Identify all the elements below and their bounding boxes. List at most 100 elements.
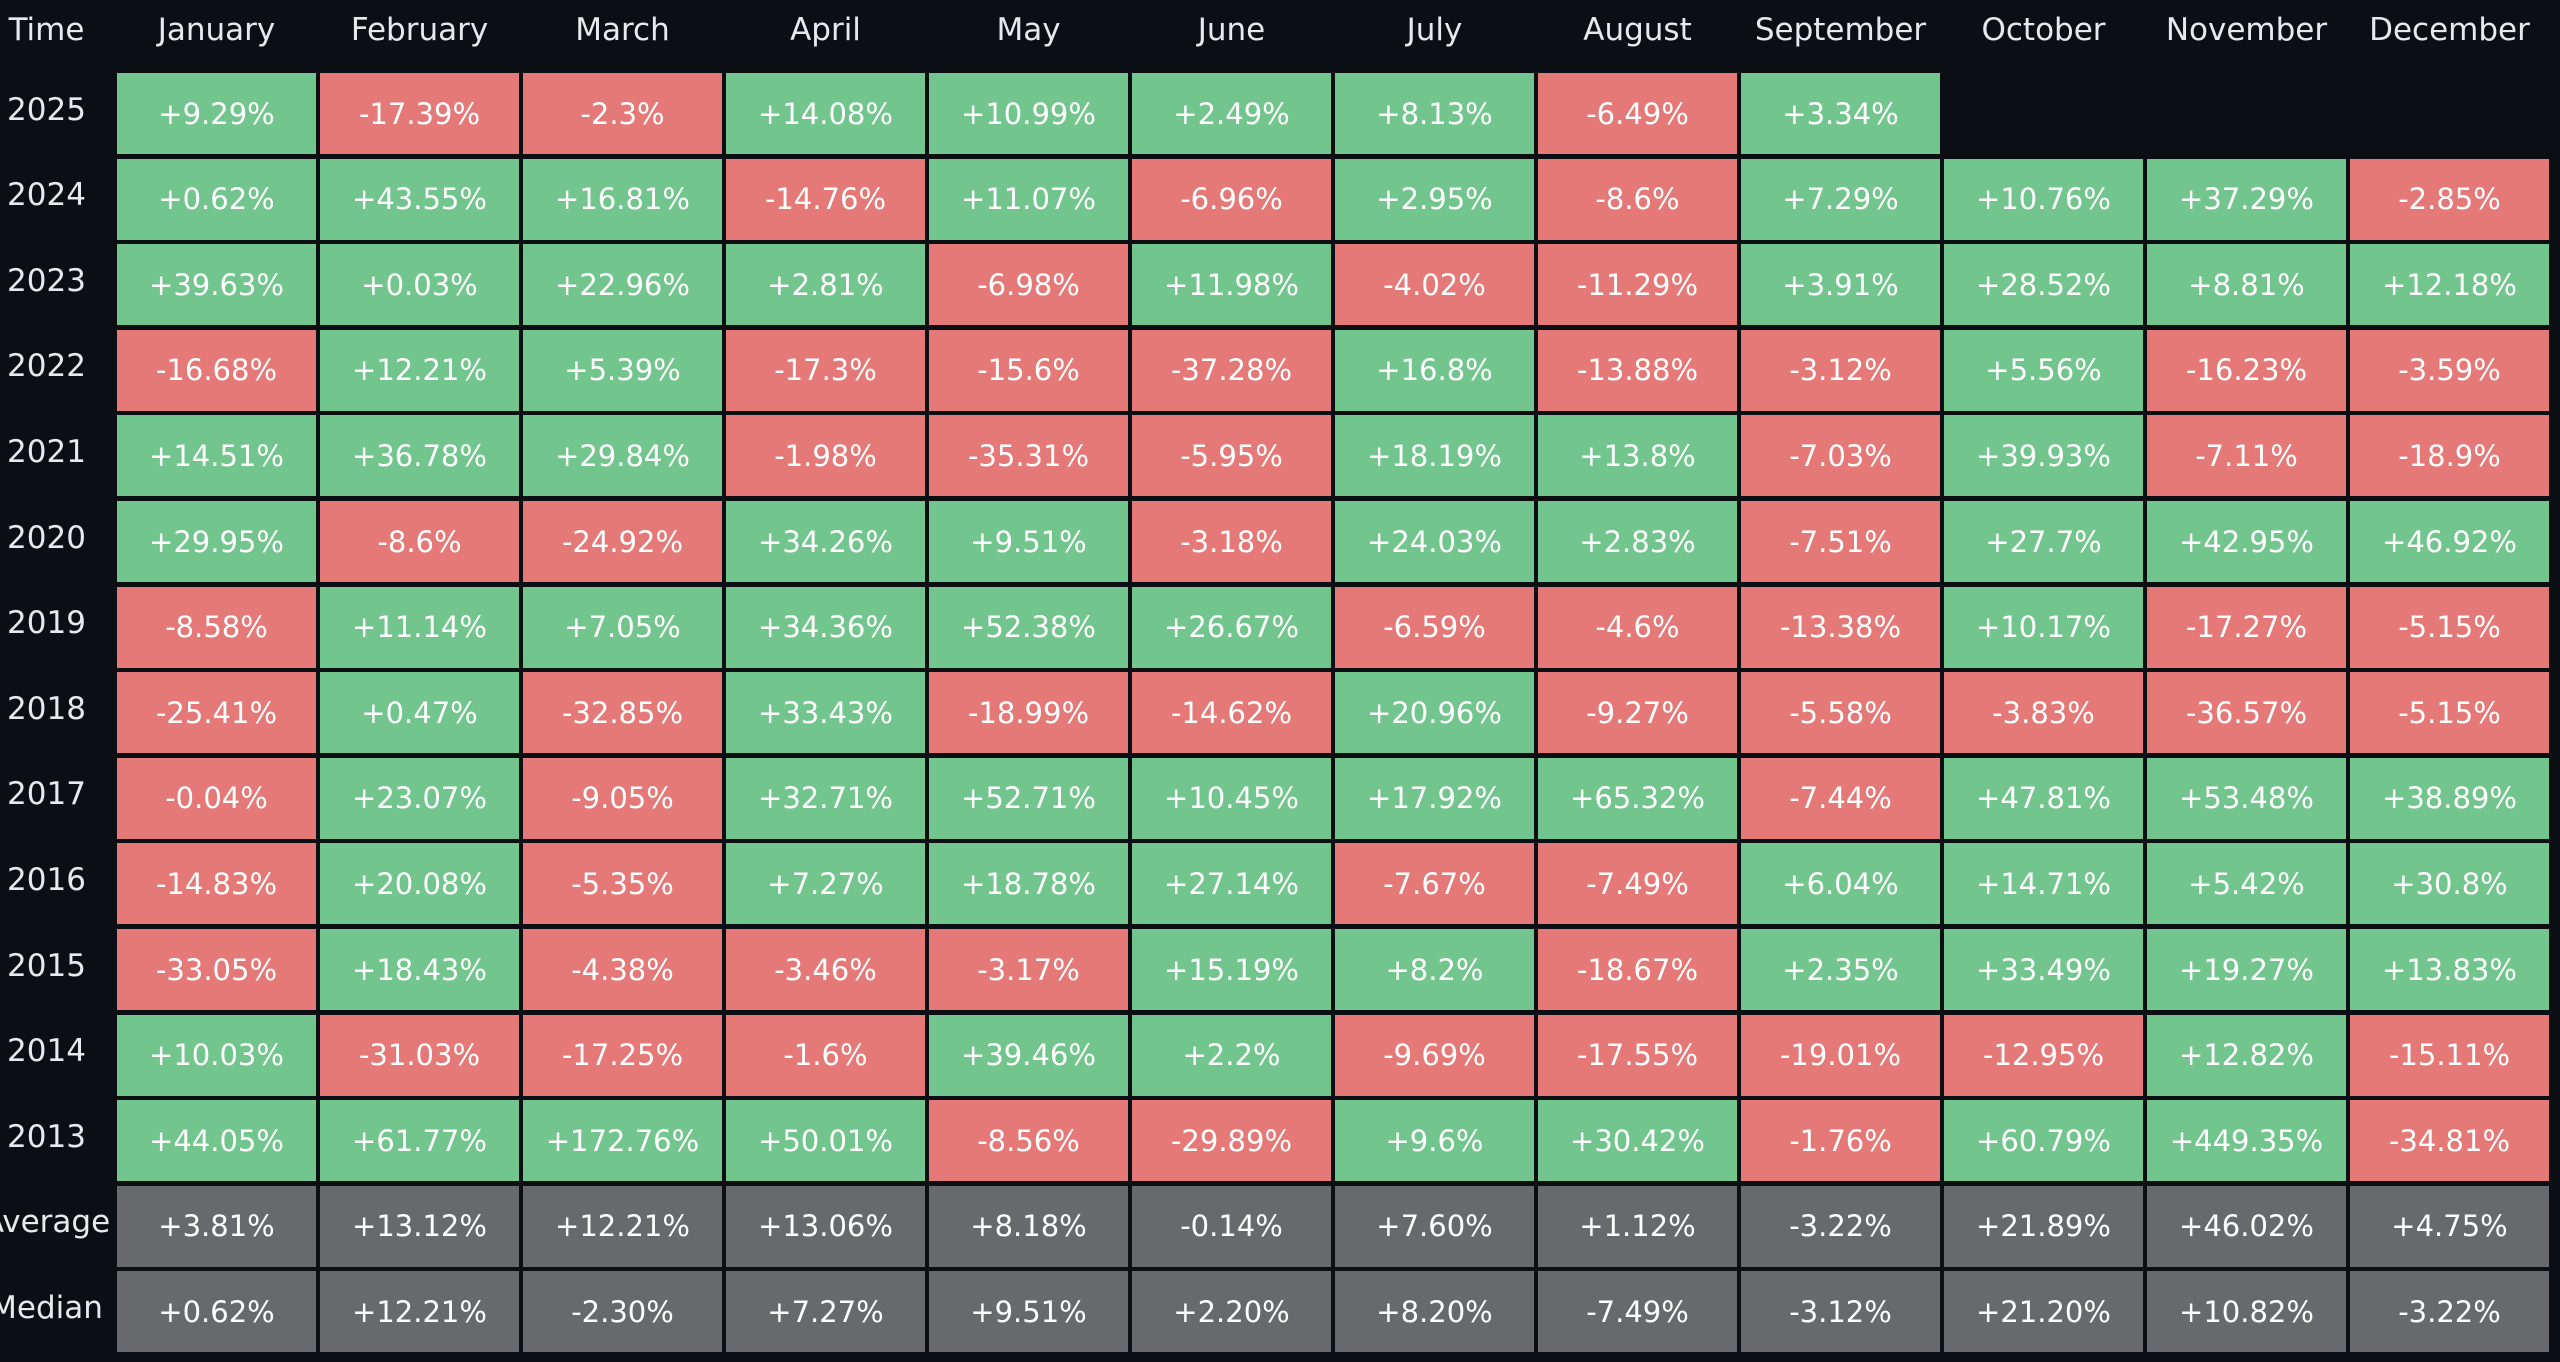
- return-cell: +5.56%: [1944, 329, 2143, 411]
- summary-cell: +13.06%: [726, 1185, 925, 1267]
- summary-cell: +7.27%: [726, 1271, 925, 1353]
- column-header-december: December: [2369, 12, 2530, 48]
- return-cell: +0.03%: [320, 244, 519, 326]
- return-cell: +10.17%: [1944, 586, 2143, 668]
- row-label-2019: 2019: [7, 605, 86, 642]
- summary-cell: +8.18%: [929, 1185, 1128, 1267]
- return-cell: +16.81%: [523, 158, 722, 240]
- summary-cell: -3.22%: [2350, 1271, 2549, 1353]
- column-header-january: January: [157, 12, 276, 48]
- return-cell: +13.8%: [1538, 415, 1737, 497]
- return-cell: +50.01%: [726, 1100, 925, 1182]
- return-cell: +52.71%: [929, 757, 1128, 839]
- return-cell: +12.18%: [2350, 244, 2549, 326]
- return-cell: +14.08%: [726, 73, 925, 154]
- return-cell: +19.27%: [2147, 929, 2346, 1010]
- return-cell: +20.08%: [320, 843, 519, 925]
- summary-cell: +10.82%: [2147, 1271, 2346, 1353]
- return-cell: +449.35%: [2147, 1100, 2346, 1182]
- return-cell: +16.8%: [1335, 329, 1534, 411]
- corner-header-time: Time: [8, 12, 85, 48]
- return-cell: -18.99%: [929, 672, 1128, 754]
- column-header-august: August: [1583, 12, 1692, 48]
- return-cell: -6.96%: [1132, 158, 1331, 240]
- return-cell: -14.76%: [726, 158, 925, 240]
- return-cell: -1.98%: [726, 415, 925, 497]
- summary-cell: +13.12%: [320, 1185, 519, 1267]
- return-cell: +29.84%: [523, 415, 722, 497]
- return-cell: +30.8%: [2350, 843, 2549, 925]
- return-cell: -29.89%: [1132, 1100, 1331, 1182]
- return-cell: -25.41%: [117, 672, 316, 754]
- return-cell: +6.04%: [1741, 843, 1940, 925]
- return-cell: +52.38%: [929, 586, 1128, 668]
- return-cell: -5.35%: [523, 843, 722, 925]
- return-cell: -17.25%: [523, 1014, 722, 1096]
- return-cell: +20.96%: [1335, 672, 1534, 754]
- return-cell: +12.21%: [320, 329, 519, 411]
- return-cell: +38.89%: [2350, 757, 2549, 839]
- return-cell: +28.52%: [1944, 244, 2143, 326]
- row-label-2013: 2013: [7, 1118, 86, 1155]
- row-label-2022: 2022: [7, 348, 86, 385]
- return-cell: +15.19%: [1132, 929, 1331, 1010]
- return-cell: +17.92%: [1335, 757, 1534, 839]
- return-cell: -17.27%: [2147, 586, 2346, 668]
- return-cell: -13.38%: [1741, 586, 1940, 668]
- return-cell: +3.34%: [1741, 73, 1940, 154]
- return-cell: +2.95%: [1335, 158, 1534, 240]
- return-cell: -7.67%: [1335, 843, 1534, 925]
- return-cell: -7.11%: [2147, 415, 2346, 497]
- return-cell: +33.49%: [1944, 929, 2143, 1010]
- summary-cell: -2.30%: [523, 1271, 722, 1353]
- return-cell: -4.02%: [1335, 244, 1534, 326]
- return-cell: +12.82%: [2147, 1014, 2346, 1096]
- return-cell: -9.69%: [1335, 1014, 1534, 1096]
- summary-cell: -0.14%: [1132, 1185, 1331, 1267]
- return-cell: -35.31%: [929, 415, 1128, 497]
- return-cell: +46.92%: [2350, 501, 2549, 582]
- summary-cell: -3.12%: [1741, 1271, 1940, 1353]
- return-cell: -36.57%: [2147, 672, 2346, 754]
- return-cell: -14.83%: [117, 843, 316, 925]
- summary-cell: +1.12%: [1538, 1185, 1737, 1267]
- return-cell: +61.77%: [320, 1100, 519, 1182]
- return-cell: +10.99%: [929, 73, 1128, 154]
- return-cell: +44.05%: [117, 1100, 316, 1182]
- return-cell: +60.79%: [1944, 1100, 2143, 1182]
- return-cell: -3.46%: [726, 929, 925, 1010]
- column-header-october: October: [1981, 12, 2106, 48]
- return-cell: +34.26%: [726, 501, 925, 582]
- return-cell: -3.59%: [2350, 329, 2549, 411]
- row-label-2016: 2016: [7, 861, 86, 898]
- return-cell: +39.63%: [117, 244, 316, 326]
- return-cell: +2.81%: [726, 244, 925, 326]
- return-cell: -31.03%: [320, 1014, 519, 1096]
- return-cell: +10.45%: [1132, 757, 1331, 839]
- return-cell: +27.7%: [1944, 501, 2143, 582]
- return-cell: -5.15%: [2350, 586, 2549, 668]
- summary-cell: +9.51%: [929, 1271, 1128, 1353]
- return-cell: -1.76%: [1741, 1100, 1940, 1182]
- return-cell: +23.07%: [320, 757, 519, 839]
- return-cell: +172.76%: [523, 1100, 722, 1182]
- column-header-march: March: [575, 12, 670, 48]
- return-cell: +5.39%: [523, 329, 722, 411]
- return-cell: +18.43%: [320, 929, 519, 1010]
- return-cell: +47.81%: [1944, 757, 2143, 839]
- return-cell: +11.14%: [320, 586, 519, 668]
- return-cell: -5.15%: [2350, 672, 2549, 754]
- return-cell: +36.78%: [320, 415, 519, 497]
- return-cell: +9.29%: [117, 73, 316, 154]
- return-cell: +14.51%: [117, 415, 316, 497]
- summary-cell: +21.20%: [1944, 1271, 2143, 1353]
- return-cell: -4.6%: [1538, 586, 1737, 668]
- return-cell: -3.18%: [1132, 501, 1331, 582]
- row-label-2023: 2023: [7, 262, 86, 299]
- return-cell: +18.19%: [1335, 415, 1534, 497]
- return-cell: -8.6%: [320, 501, 519, 582]
- column-header-april: April: [790, 12, 861, 48]
- return-cell: +34.36%: [726, 586, 925, 668]
- row-label-2025: 2025: [7, 91, 86, 128]
- return-cell: -18.9%: [2350, 415, 2549, 497]
